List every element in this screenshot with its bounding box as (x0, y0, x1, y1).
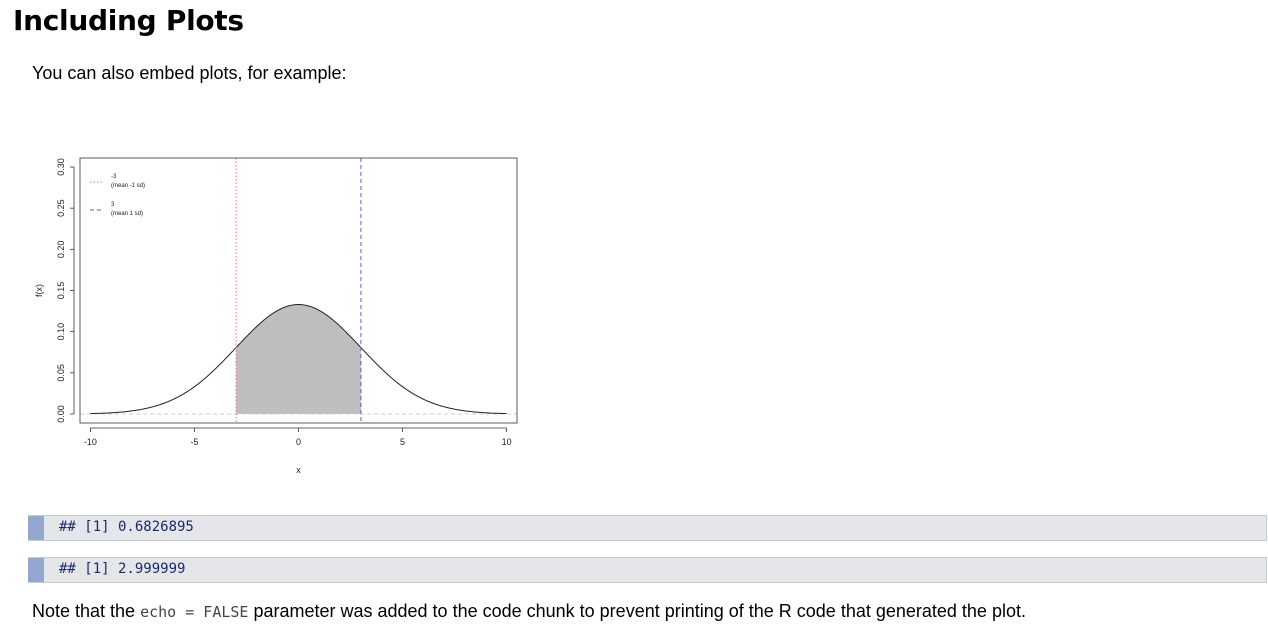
legend-sublabel: (mean 1 sd) (111, 211, 143, 217)
y-axis-label: f(x) (34, 284, 44, 297)
inline-code: echo = FALSE (140, 603, 249, 621)
note-paragraph: Note that the echo = FALSE parameter was… (32, 601, 1026, 622)
plot-svg: -10 -5 0 5 10 x 0.00 0.05 0.10 0.15 0.20 0.25 0.30 f(… (34, 157, 518, 475)
legend-label: -3 (111, 174, 117, 180)
intro-text: You can also embed plots, for example: (32, 63, 347, 83)
y-tick-label: 0.05 (56, 364, 66, 382)
note-text-after: parameter was added to the code chunk to… (248, 601, 1026, 621)
x-tick-label: -10 (84, 437, 97, 447)
code-output-block: ## [1] 2.999999 (28, 557, 1267, 583)
shaded-area (236, 304, 361, 414)
x-tick-label: 10 (502, 437, 512, 447)
note-text-before: Note that the (32, 601, 141, 621)
legend-label: 3 (111, 202, 115, 208)
x-tick-label: 0 (296, 437, 301, 447)
y-tick-label: 0.25 (56, 199, 66, 217)
x-tick-label: -5 (190, 437, 198, 447)
code-output-block: ## [1] 0.6826895 (28, 515, 1267, 541)
section-heading: Including Plots (13, 4, 244, 37)
y-tick-label: 0.10 (56, 323, 66, 341)
legend-sublabel: (mean -1 sd) (111, 183, 145, 189)
x-axis-label: x (296, 465, 301, 475)
y-tick-label: 0.15 (56, 282, 66, 300)
code-output-text: ## [1] 0.6826895 (59, 519, 194, 535)
normal-density-plot: -10 -5 0 5 10 x 0.00 0.05 0.10 0.15 0.20 0.25 0.30 f(… (28, 150, 528, 480)
y-tick-label: 0.20 (56, 241, 66, 259)
density-curve (90, 304, 507, 415)
x-tick-label: 5 (400, 437, 405, 447)
output-accent-bar (28, 558, 44, 582)
output-accent-bar (28, 516, 44, 540)
code-output-text: ## [1] 2.999999 (59, 561, 186, 577)
y-tick-label: 0.30 (56, 158, 66, 176)
y-tick-label: 0.00 (56, 405, 66, 423)
plot-frame (79, 157, 518, 424)
